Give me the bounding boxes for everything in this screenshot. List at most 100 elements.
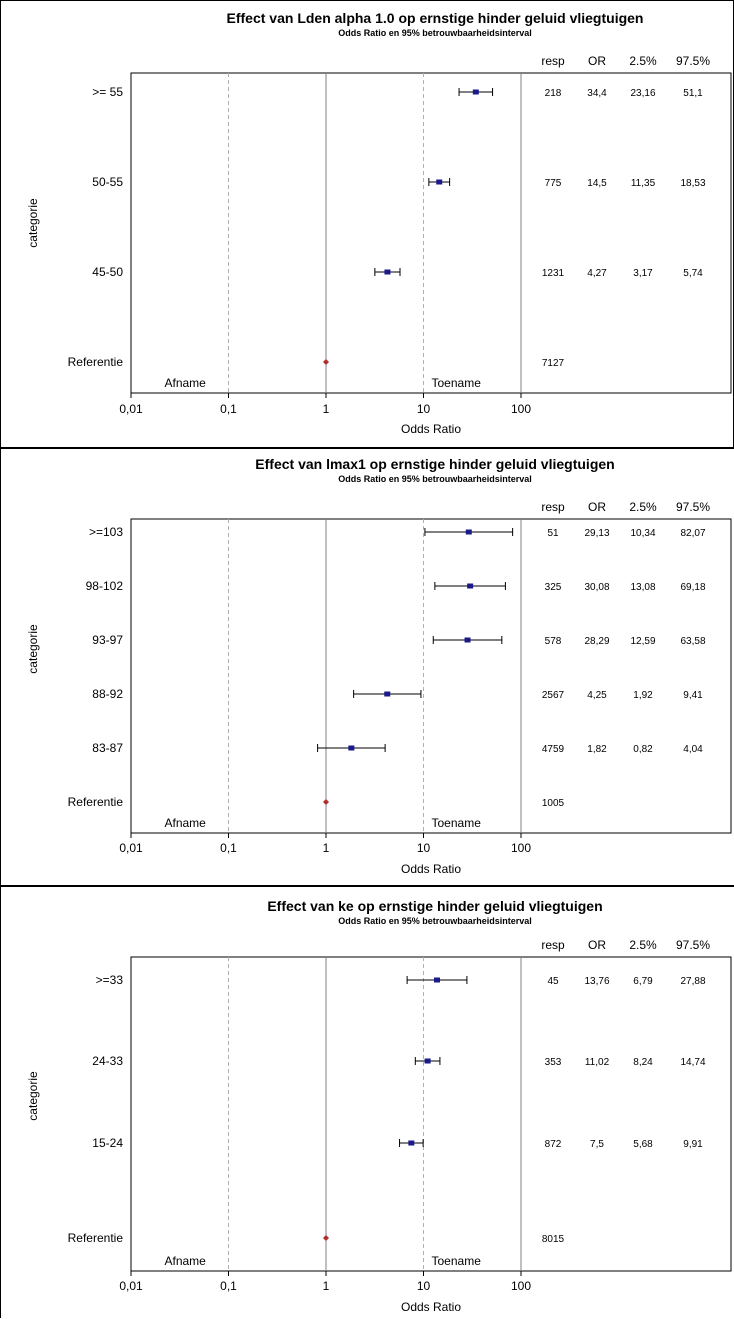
cell-or: 13,76 xyxy=(584,976,609,987)
cell-lo: 3,17 xyxy=(633,268,653,279)
x-tick-label: 1 xyxy=(323,841,330,855)
x-axis-label: Odds Ratio xyxy=(401,422,461,436)
or-marker xyxy=(384,269,391,275)
cell-or: 4,27 xyxy=(587,268,607,279)
or-marker xyxy=(424,1058,431,1064)
x-tick-label: 1 xyxy=(323,1279,330,1293)
cell-or: 4,25 xyxy=(587,690,607,701)
y-axis-label: categorie xyxy=(26,198,40,248)
cell-hi: 9,91 xyxy=(683,1139,703,1150)
cell-or: 14,5 xyxy=(587,178,607,189)
or-marker xyxy=(465,529,472,535)
cell-lo: 10,34 xyxy=(630,528,655,539)
cell-lo: 0,82 xyxy=(633,744,653,755)
or-marker xyxy=(434,977,441,983)
category-label: Referentie xyxy=(68,795,124,809)
category-label: >= 55 xyxy=(92,85,123,99)
x-tick-label: 0,1 xyxy=(220,841,237,855)
forest-plot-lmax1-svg: Effect van lmax1 op ernstige hinder gelu… xyxy=(26,456,732,876)
column-header: resp xyxy=(541,938,565,952)
column-header: resp xyxy=(541,54,565,68)
or-marker xyxy=(348,745,355,751)
note-toename: Toename xyxy=(432,376,482,390)
cell-lo: 23,16 xyxy=(630,88,655,99)
cell-hi: 4,04 xyxy=(683,744,703,755)
cell-hi: 14,74 xyxy=(680,1057,705,1068)
cell-resp: 1005 xyxy=(542,798,565,809)
note-afname: Afname xyxy=(165,376,207,390)
cell-resp: 325 xyxy=(545,582,562,593)
cell-resp: 872 xyxy=(545,1139,562,1150)
note-toename: Toename xyxy=(432,816,482,830)
category-label: Referentie xyxy=(68,1231,124,1245)
cell-resp: 353 xyxy=(545,1057,562,1068)
cell-or: 7,5 xyxy=(590,1139,604,1150)
cell-hi: 9,41 xyxy=(683,690,703,701)
cell-resp: 7127 xyxy=(542,358,565,369)
x-tick-label: 100 xyxy=(511,402,531,416)
forest-plot-lden-svg: Effect van Lden alpha 1.0 op ernstige hi… xyxy=(26,10,732,436)
column-header: resp xyxy=(541,500,565,514)
category-label: >=33 xyxy=(96,973,124,987)
forest-plot-lmax1: Effect van lmax1 op ernstige hinder gelu… xyxy=(0,448,734,886)
plot-frame xyxy=(130,956,732,1272)
category-label: 98-102 xyxy=(86,579,124,593)
plot-frame xyxy=(130,518,732,834)
cell-or: 34,4 xyxy=(587,88,607,99)
chart-subtitle: Odds Ratio en 95% betrouwbaarheidsinterv… xyxy=(338,916,532,926)
or-marker xyxy=(472,89,479,95)
chart-subtitle: Odds Ratio en 95% betrouwbaarheidsinterv… xyxy=(338,474,532,484)
column-header: OR xyxy=(588,54,606,68)
cell-lo: 5,68 xyxy=(633,1139,653,1150)
column-header: 97.5% xyxy=(676,500,710,514)
cell-hi: 63,58 xyxy=(680,636,705,647)
x-tick-label: 0,1 xyxy=(220,402,237,416)
column-header: 2.5% xyxy=(629,500,657,514)
category-label: 15-24 xyxy=(92,1136,123,1150)
category-label: 45-50 xyxy=(92,265,123,279)
forest-plot-ke-svg: Effect van ke op ernstige hinder geluid … xyxy=(26,898,732,1314)
or-marker xyxy=(436,179,443,185)
chart-title: Effect van Lden alpha 1.0 op ernstige hi… xyxy=(227,10,644,26)
category-label: 83-87 xyxy=(92,741,123,755)
x-tick-label: 100 xyxy=(511,841,531,855)
column-header: 2.5% xyxy=(629,938,657,952)
column-header: OR xyxy=(588,938,606,952)
cell-or: 28,29 xyxy=(584,636,609,647)
note-toename: Toename xyxy=(432,1254,482,1268)
x-tick-label: 0,01 xyxy=(119,841,143,855)
chart-title: Effect van lmax1 op ernstige hinder gelu… xyxy=(255,456,614,472)
note-afname: Afname xyxy=(165,1254,207,1268)
category-label: 24-33 xyxy=(92,1054,123,1068)
cell-resp: 4759 xyxy=(542,744,565,755)
cell-resp: 1231 xyxy=(542,268,565,279)
cell-or: 30,08 xyxy=(584,582,609,593)
column-header: 2.5% xyxy=(629,54,657,68)
cell-hi: 69,18 xyxy=(680,582,705,593)
category-label: 50-55 xyxy=(92,175,123,189)
x-axis-label: Odds Ratio xyxy=(401,862,461,876)
cell-resp: 578 xyxy=(545,636,562,647)
x-tick-label: 0,01 xyxy=(119,1279,143,1293)
x-tick-label: 0,1 xyxy=(220,1279,237,1293)
cell-lo: 1,92 xyxy=(633,690,653,701)
x-tick-label: 10 xyxy=(417,402,431,416)
cell-resp: 51 xyxy=(547,528,559,539)
cell-resp: 218 xyxy=(545,88,562,99)
column-header: 97.5% xyxy=(676,54,710,68)
x-tick-label: 10 xyxy=(417,1279,431,1293)
or-marker xyxy=(467,583,474,589)
cell-or: 29,13 xyxy=(584,528,609,539)
or-marker xyxy=(408,1140,415,1146)
cell-lo: 6,79 xyxy=(633,976,653,987)
cell-hi: 5,74 xyxy=(683,268,703,279)
category-label: 93-97 xyxy=(92,633,123,647)
x-tick-label: 10 xyxy=(417,841,431,855)
cell-hi: 18,53 xyxy=(680,178,705,189)
or-marker xyxy=(464,637,471,643)
cell-lo: 11,35 xyxy=(631,178,656,189)
cell-hi: 27,88 xyxy=(680,976,705,987)
reference-marker xyxy=(323,359,329,365)
category-label: 88-92 xyxy=(92,687,123,701)
column-header: 97.5% xyxy=(676,938,710,952)
